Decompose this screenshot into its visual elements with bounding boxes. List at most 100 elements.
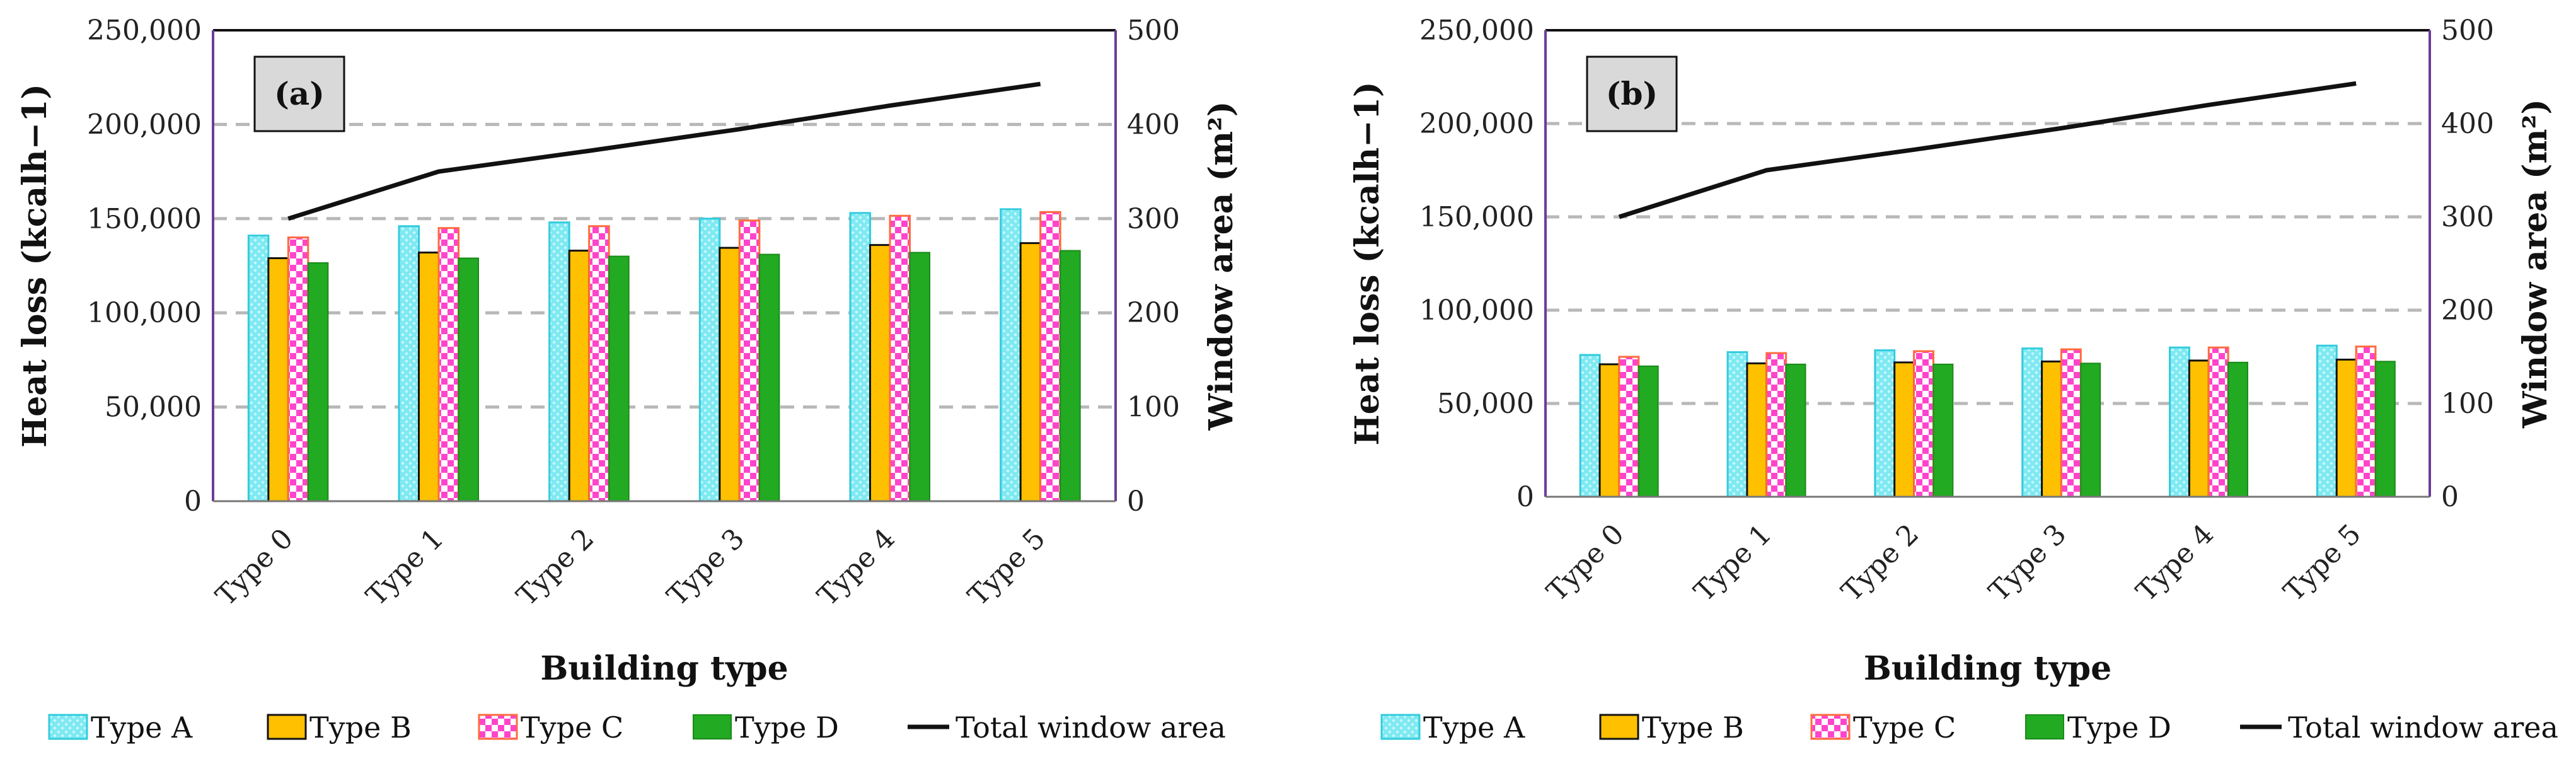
x-tick-label: Type 5 [962,523,1051,612]
bar-type-a [849,212,871,502]
bar-type-b [719,246,741,502]
x-tick-label: Type 0 [1540,518,1630,608]
bar-type-c [1039,211,1061,502]
bar-type-d [1060,250,1081,502]
x-tick-label: Type 3 [661,523,751,612]
bar-type-d [2080,362,2101,497]
x-tick-label: Type 2 [511,523,600,612]
bar-type-d [458,257,480,502]
bar-type-c [738,219,761,502]
y2-tick-label: 500 [1127,14,1180,47]
x-tick-label: Type 5 [2277,518,2367,608]
panel-label-box [253,55,345,132]
bar-type-d [1932,363,1954,498]
bar-type-a [1579,354,1601,498]
y2-tick-label: 400 [1127,108,1180,141]
bar-type-a [548,221,570,502]
bar-type-b [568,250,591,502]
bar-type-b [869,244,891,502]
y-tick-label: 100,000 [87,297,202,329]
y2-tick-label: 200 [2441,294,2494,327]
legend-label: Total window area [2288,710,2558,745]
bar-type-c [2355,345,2377,498]
legend-swatch-type-d [2025,714,2064,739]
line-total-window-area [287,81,1041,221]
y2-tick-label: 500 [2441,14,2494,47]
bar-type-b [1746,362,1768,498]
y-tick-label: 200,000 [1419,108,1534,140]
y2-tick-label: 0 [1127,485,1145,518]
bar-type-a [1874,349,1896,498]
bar-type-a [247,235,270,502]
legend-swatch-type-a [48,714,88,740]
bar-type-c [1765,352,1788,498]
bar-type-d [608,255,630,502]
x-axis-title: Building type [1864,649,2111,688]
bar-type-c [588,225,610,502]
y2-tick-label: 400 [2441,108,2494,140]
bar-type-c [1618,356,1640,498]
legend-label: Type A [1423,710,1525,745]
y-axis-title: Heat loss (kcalh−1) [1348,81,1387,445]
legend-swatch-type-b [1599,714,1639,740]
legend-swatch-type-c [478,714,518,740]
bar-type-a [2169,346,2190,498]
legend-label: Type A [91,710,193,745]
legend-label: Type D [2067,710,2171,745]
bar-type-b [2335,358,2357,498]
bar-type-c [2060,348,2082,498]
bar-type-d [758,253,780,502]
y2-axis-title: Window area (m²) [2516,99,2555,429]
y-tick-label: 50,000 [105,391,202,424]
bar-type-d [2374,361,2396,498]
panel-label: (b) [1606,75,1658,112]
legend-label: Type D [735,710,839,745]
bar-type-b [267,257,289,502]
x-tick-label: Type 2 [1835,518,1925,608]
legend-label: Type B [309,710,412,745]
y2-tick-label: 200 [1127,297,1180,329]
y-tick-label: 250,000 [1419,14,1534,47]
y-tick-label: 50,000 [1437,388,1534,420]
panel-label: (a) [274,75,325,112]
x-tick-label: Type 4 [2130,518,2220,608]
y-tick-label: 150,000 [1419,201,1534,233]
y2-tick-label: 0 [2441,481,2459,513]
chart-panel-b: 0 50,000 100,000 150,000 200,000 250,000 0 100 2… [1348,14,2558,745]
bar-type-c [287,236,309,502]
legend-swatch-type-d [693,714,732,739]
y-tick-label: 150,000 [87,203,202,235]
legend-label: Type C [521,710,623,745]
bar-type-a [2021,347,2043,498]
x-tick-label: Type 3 [1983,518,2072,608]
bar-type-d [2227,361,2248,497]
bar-type-d [307,262,329,502]
y2-tick-label: 300 [1127,203,1180,235]
y-tick-label: 0 [1516,481,1534,513]
x-tick-label: Type 1 [360,523,449,612]
x-tick-label: Type 1 [1688,518,1777,608]
bar-type-d [909,252,931,502]
legend-swatch-type-b [267,714,307,740]
bar-type-b [1893,361,1915,498]
chart-panel-a: 0 50,000 100,000 150,000 200,000 250,000 0 100 2… [16,14,1240,745]
bar-type-b [1019,242,1042,502]
legend-swatch-type-c [1810,714,1851,740]
bar-type-c [889,214,911,502]
bar-type-b [1598,363,1620,498]
bar-type-b [2188,359,2210,498]
legend-label: Type B [1642,710,1744,745]
bar-type-a [1726,351,1748,498]
bar-type-a [398,225,420,502]
y-tick-label: 100,000 [1419,294,1534,327]
bar-type-d [1785,363,1806,498]
y2-tick-label: 100 [2441,388,2494,420]
bar-type-a [1000,208,1022,502]
bar-type-a [2316,344,2338,498]
bar-type-a [698,217,721,502]
legend-swatch-type-a [1380,714,1421,740]
legend-label: Type C [1853,710,1956,745]
y2-axis-title: Window area (m²) [1202,101,1240,431]
y2-tick-label: 100 [1127,391,1180,424]
